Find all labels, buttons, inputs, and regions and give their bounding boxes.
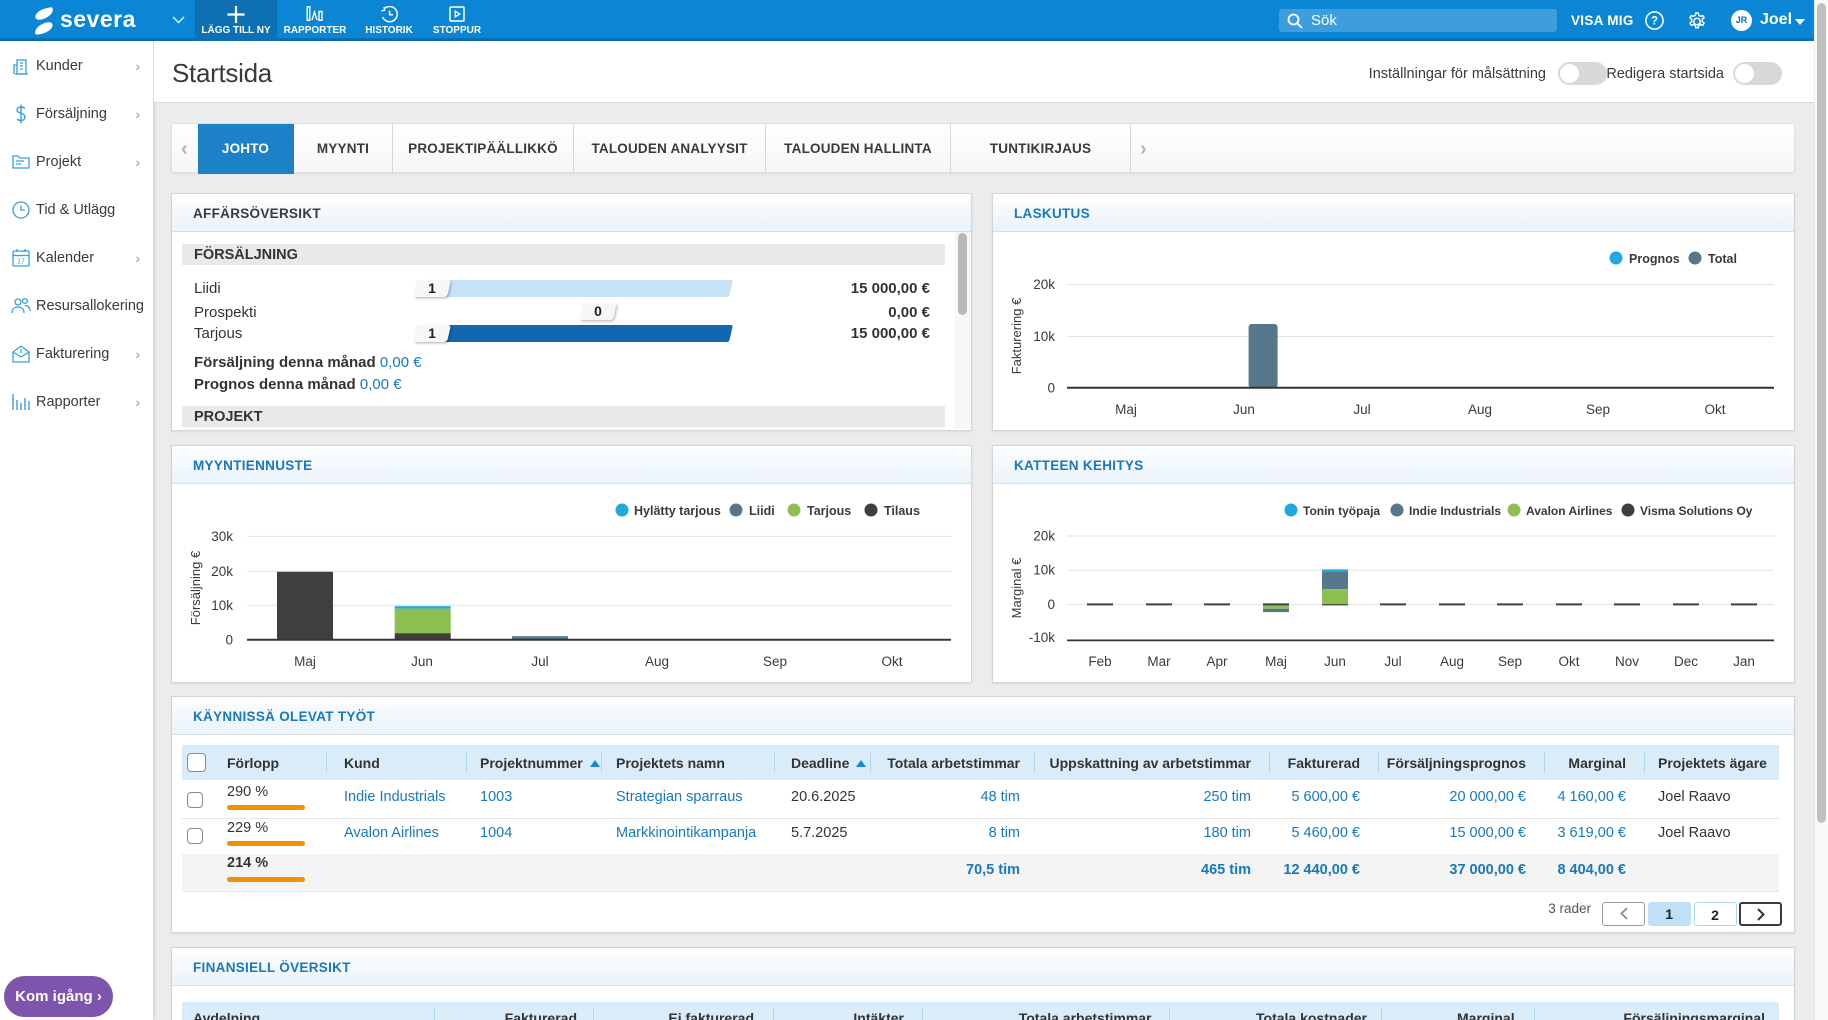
svg-text:Aug: Aug	[1440, 654, 1464, 669]
svg-text:Apr: Apr	[1206, 654, 1228, 669]
svg-text:Maj: Maj	[1265, 654, 1287, 669]
svg-text:-10k: -10k	[1029, 630, 1056, 645]
svg-text:Prognos: Prognos	[1629, 252, 1680, 266]
svg-text:0: 0	[1047, 597, 1055, 612]
svg-text:Aug: Aug	[1468, 402, 1492, 417]
svg-text:Sep: Sep	[1498, 654, 1522, 669]
svg-text:Jan: Jan	[1733, 654, 1755, 669]
svg-text:Jun: Jun	[411, 654, 433, 669]
svg-text:Jul: Jul	[1384, 654, 1401, 669]
svg-text:Aug: Aug	[645, 654, 669, 669]
svg-text:17: 17	[17, 259, 25, 266]
svg-text:Hylätty tarjous: Hylätty tarjous	[634, 504, 721, 518]
svg-text:Total: Total	[1708, 252, 1737, 266]
svg-text:Maj: Maj	[294, 654, 316, 669]
svg-text:Tilaus: Tilaus	[884, 504, 920, 518]
svg-text:Feb: Feb	[1088, 654, 1111, 669]
svg-text:Mar: Mar	[1147, 654, 1171, 669]
svg-text:Fakturering €: Fakturering €	[1009, 297, 1024, 374]
svg-text:Jun: Jun	[1233, 402, 1255, 417]
svg-text:Tarjous: Tarjous	[807, 504, 851, 518]
svg-text:20k: 20k	[1033, 529, 1055, 544]
svg-text:Okt: Okt	[881, 654, 902, 669]
svg-text:10k: 10k	[1033, 329, 1055, 344]
svg-text:Tonin työpaja: Tonin työpaja	[1303, 504, 1380, 518]
svg-text:Marginal €: Marginal €	[1009, 557, 1024, 618]
svg-text:30k: 30k	[211, 529, 233, 544]
svg-text:?: ?	[1651, 16, 1658, 28]
svg-text:10k: 10k	[211, 598, 233, 613]
svg-text:Liidi: Liidi	[749, 504, 775, 518]
svg-text:Maj: Maj	[1115, 402, 1137, 417]
svg-text:Dec: Dec	[1674, 654, 1698, 669]
svg-text:Jul: Jul	[1353, 402, 1370, 417]
svg-text:Okt: Okt	[1558, 654, 1579, 669]
svg-text:20k: 20k	[1033, 277, 1055, 292]
svg-text:0: 0	[1047, 380, 1055, 395]
svg-text:10k: 10k	[1033, 563, 1055, 578]
svg-text:Okt: Okt	[1704, 402, 1725, 417]
svg-text:20k: 20k	[211, 564, 233, 579]
svg-text:Försäljning €: Försäljning €	[188, 550, 203, 625]
svg-text:Sep: Sep	[763, 654, 787, 669]
svg-text:Nov: Nov	[1615, 654, 1639, 669]
svg-text:0: 0	[225, 632, 233, 647]
svg-text:Sep: Sep	[1586, 402, 1610, 417]
svg-text:Visma Solutions Oy: Visma Solutions Oy	[1640, 504, 1753, 518]
svg-text:Indie Industrials: Indie Industrials	[1409, 504, 1501, 518]
svg-text:Jul: Jul	[531, 654, 548, 669]
svg-text:Jun: Jun	[1324, 654, 1346, 669]
svg-text:Avalon Airlines: Avalon Airlines	[1526, 504, 1613, 518]
